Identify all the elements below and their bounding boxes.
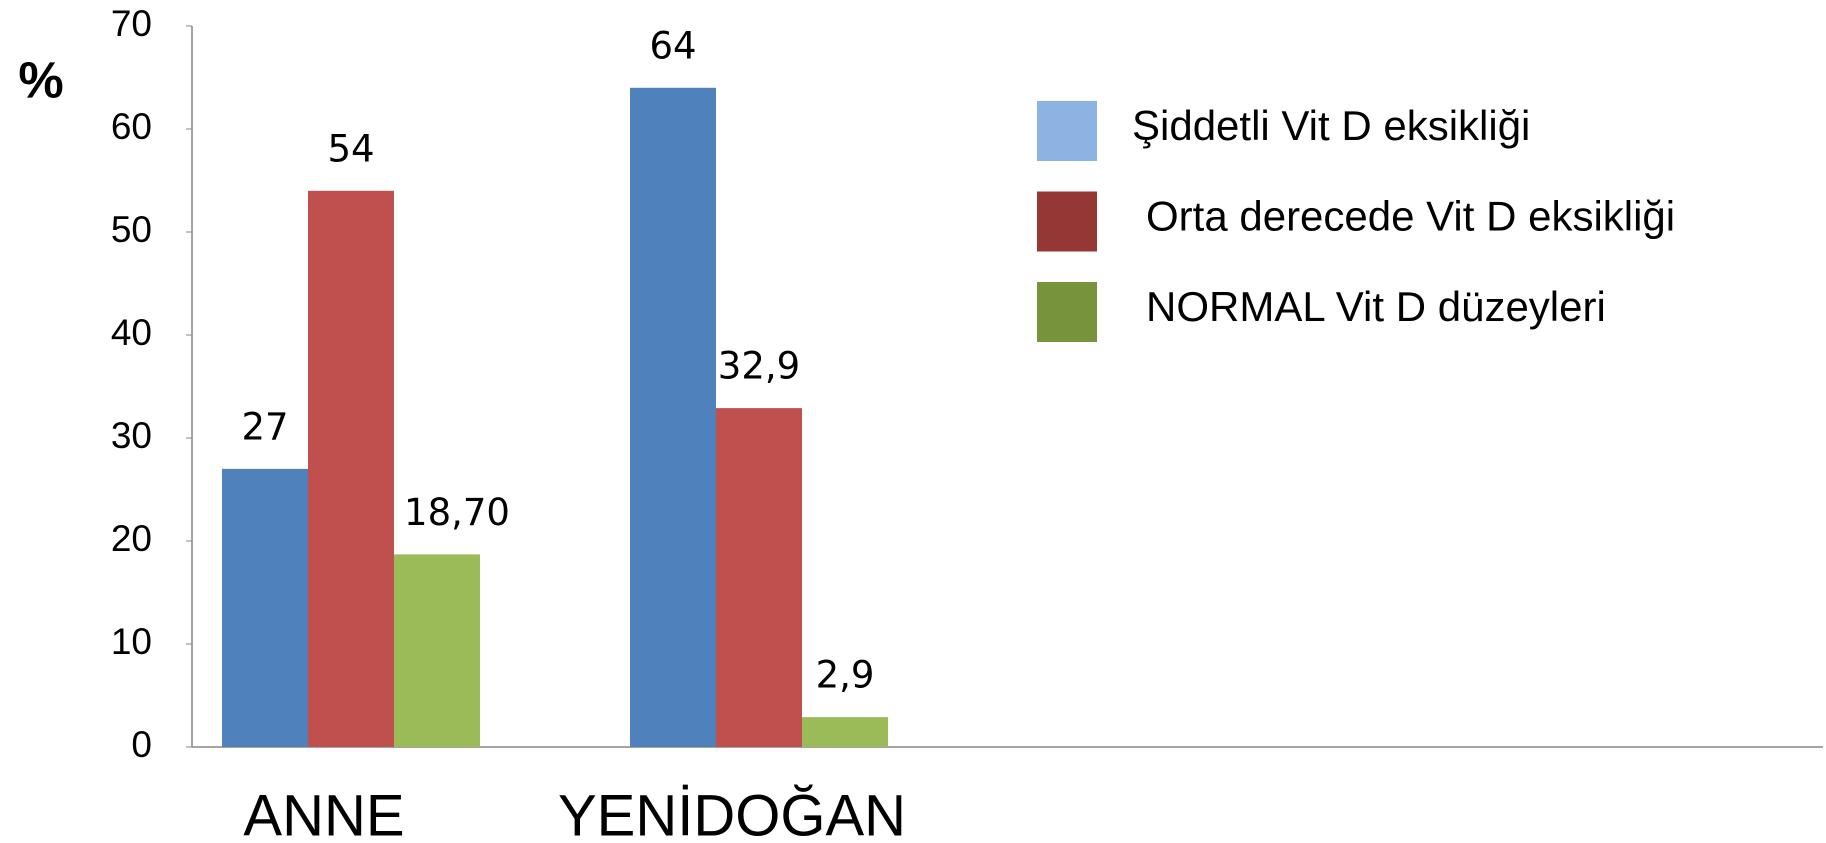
bar (394, 554, 480, 747)
x-tick-label: ANNE (243, 783, 404, 843)
y-tick-label: 40 (111, 312, 152, 353)
bar (308, 190, 394, 748)
legend-swatch (1037, 191, 1097, 252)
data-label: 27 (241, 405, 288, 448)
bar (802, 717, 888, 747)
data-label: 2,9 (816, 654, 875, 697)
legend-swatch (1037, 101, 1097, 161)
legend-label: NORMAL Vit D düzeyleri (1146, 283, 1606, 330)
x-tick-label: YENİDOĞAN (558, 783, 906, 843)
legend-label: Orta derecede Vit D eksikliği (1146, 193, 1675, 240)
legend-label: Şiddetli Vit D eksikliği (1132, 102, 1530, 149)
data-label: 18,70 (404, 491, 510, 534)
y-tick-label: 50 (111, 209, 152, 250)
data-label: 32,9 (718, 345, 800, 388)
bar (630, 87, 716, 748)
y-tick-label: 70 (111, 3, 152, 44)
y-tick-label: 30 (111, 415, 152, 456)
data-label: 64 (649, 24, 696, 67)
bar (716, 408, 802, 747)
legend-swatch (1037, 282, 1097, 342)
y-tick-label: 60 (111, 106, 152, 147)
y-axis-label: % (18, 51, 63, 108)
y-tick-label: 10 (111, 621, 152, 662)
data-label: 54 (327, 127, 374, 170)
y-tick-label: 20 (111, 518, 152, 559)
y-tick-label: 0 (131, 724, 152, 765)
bar (222, 468, 308, 747)
